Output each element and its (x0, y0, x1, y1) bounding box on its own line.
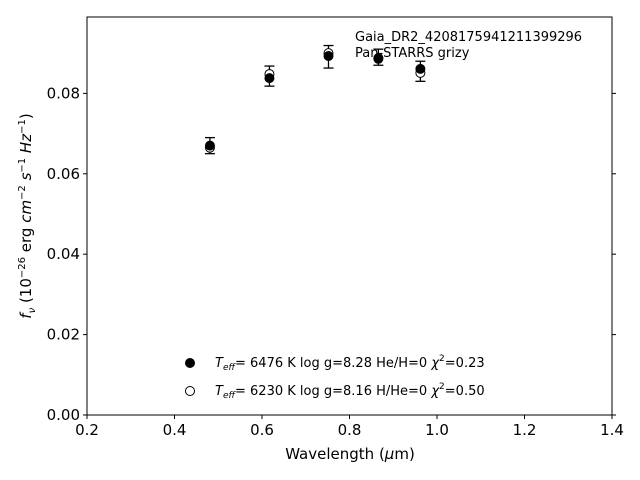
y-tick-label: 0.00 (47, 406, 80, 424)
legend-2-chi: =0.50 (445, 384, 485, 399)
legend-entry-1: Teff= 6476 K log g=8.28 He/H=0 χ2=0.23 (215, 354, 485, 373)
y-tick-label: 0.02 (47, 326, 80, 344)
legend: Teff= 6476 K log g=8.28 He/H=0 χ2=0.23 T… (185, 354, 485, 401)
y-axis-label: fν (10−26 erg cm−2 s−1 Hz−1) (17, 113, 38, 318)
annotation-survey: Pan-STARRS grizy (355, 46, 470, 61)
legend-2-teff: 6230 K (250, 384, 296, 399)
model-point-filled (323, 50, 334, 61)
model-point-filled (264, 73, 275, 84)
legend-1-teff: 6476 K (250, 356, 296, 371)
legend-1-comp: He/H=0 (376, 356, 427, 371)
x-tick-label: 0.4 (163, 421, 187, 439)
legend-marker-filled (185, 358, 195, 368)
x-axis-label: Wavelength (μm) (285, 445, 415, 463)
annotation-object-id: Gaia_DR2_4208175941211399296 (355, 30, 582, 45)
x-axis-ticks: 0.2 0.4 0.6 0.8 1.0 1.2 1.4 (75, 415, 624, 439)
data-points (204, 48, 426, 153)
x-tick-label: 1.4 (600, 421, 624, 439)
x-tick-label: 1.2 (513, 421, 537, 439)
x-tick-label: 0.6 (250, 421, 274, 439)
legend-entry-2: Teff= 6230 K log g=8.16 H/He=0 χ2=0.50 (215, 382, 485, 401)
x-tick-label: 0.2 (75, 421, 99, 439)
y-tick-label: 0.04 (47, 245, 80, 263)
y-axis-ticks: 0.00 0.02 0.04 0.06 0.08 (47, 84, 616, 424)
x-tick-label: 1.0 (425, 421, 449, 439)
legend-2-logg: log g=8.16 (300, 384, 372, 399)
legend-marker-open (185, 386, 195, 396)
y-tick-label: 0.08 (47, 84, 80, 102)
legend-1-logg: log g=8.28 (300, 356, 372, 371)
error-bars (204, 44, 426, 155)
model-point-filled (204, 140, 215, 151)
legend-2-comp: H/He=0 (376, 384, 427, 399)
x-tick-label: 0.8 (338, 421, 362, 439)
model-point-filled (415, 63, 426, 74)
model-point-filled (373, 53, 384, 64)
legend-1-chi: =0.23 (445, 356, 485, 371)
y-tick-label: 0.06 (47, 165, 80, 183)
